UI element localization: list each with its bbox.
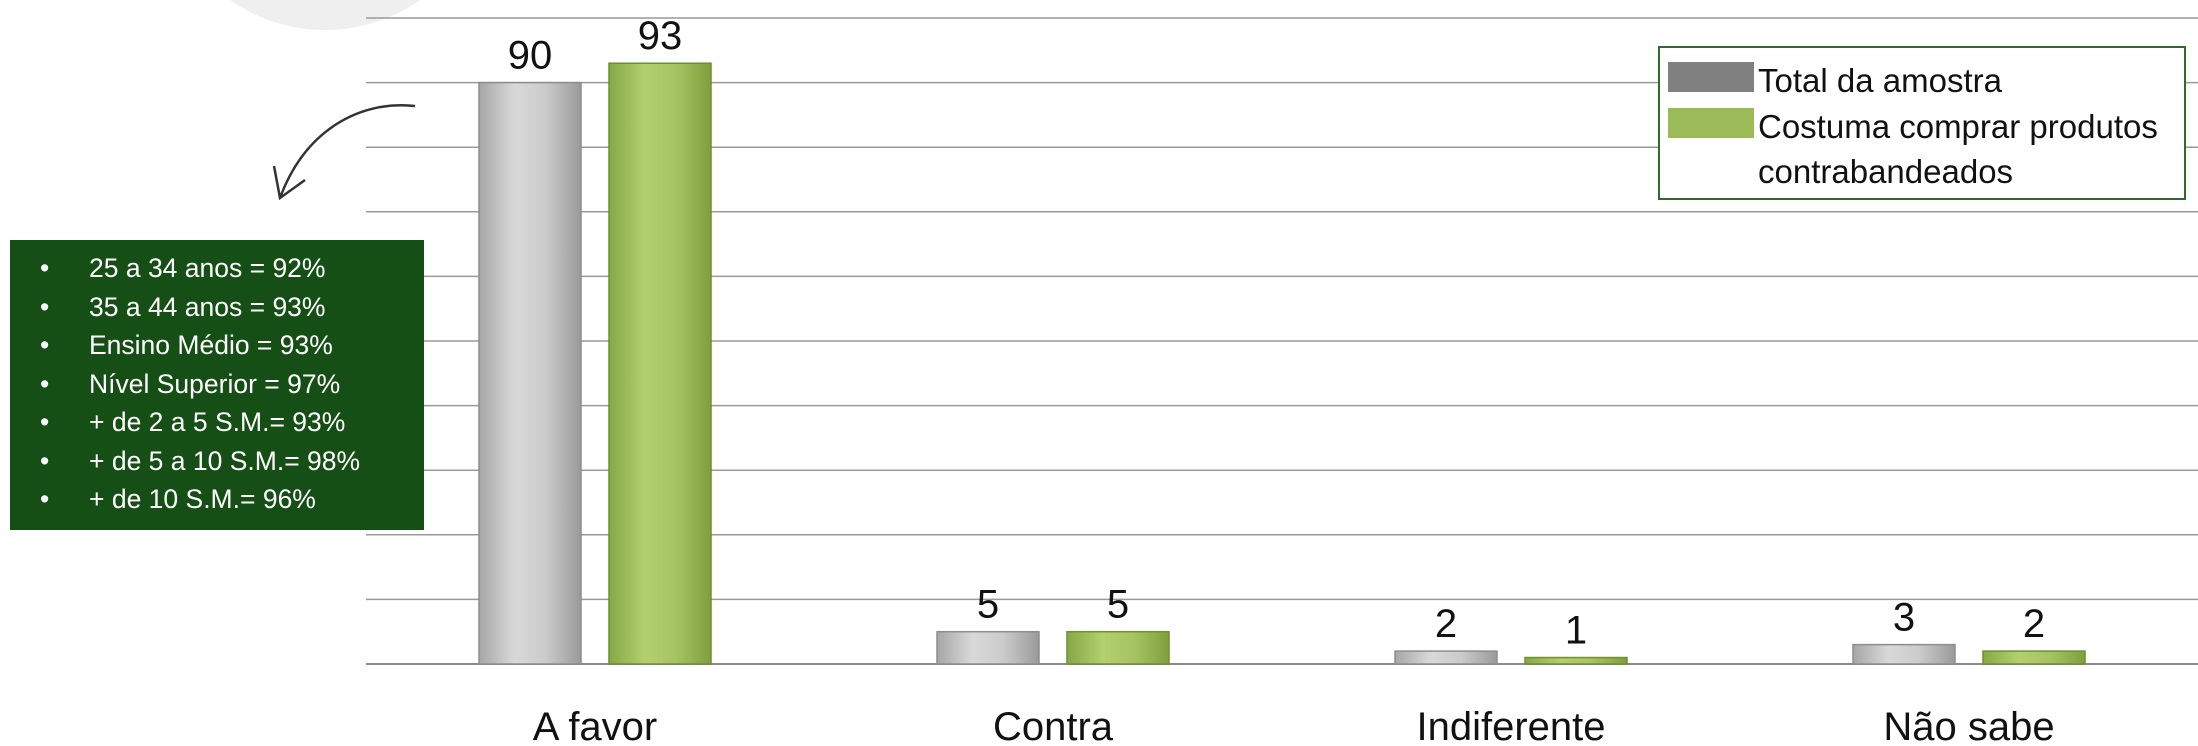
legend-label: Costuma comprar produtos contrabandeados [1758, 108, 2158, 190]
callout-item: • 25 a 34 anos = 92% [10, 249, 424, 288]
value-labels: 90 93 5 5 2 1 3 2 [508, 14, 2045, 652]
legend-item-contraband: Costuma comprar produtos contrabandeados [1668, 104, 2188, 194]
bullet-icon: • [40, 368, 50, 399]
data-label: 3 [1893, 596, 1915, 640]
callout-item: • + de 5 a 10 S.M.= 98% [10, 442, 424, 481]
bar-total [478, 81, 582, 665]
bullet-icon: • [40, 445, 50, 476]
category-label: Contra [993, 705, 1114, 746]
callout-text: + de 10 S.M.= 96% [89, 484, 316, 514]
bar-total [936, 630, 1040, 665]
data-label: 5 [977, 583, 999, 627]
callout-item: • Nível Superior = 97% [10, 365, 424, 404]
bar-contraband [1524, 656, 1628, 665]
bar-contraband [1982, 650, 2086, 665]
data-label: 5 [1107, 583, 1129, 627]
callout-text: + de 2 a 5 S.M.= 93% [89, 407, 346, 437]
legend-label: Total da amostra [1758, 62, 2002, 99]
bars [478, 62, 2086, 665]
callout-item: • + de 2 a 5 S.M.= 93% [10, 403, 424, 442]
callout-list: • 25 a 34 anos = 92% • 35 a 44 anos = 93% … [10, 249, 424, 519]
bullet-icon: • [40, 407, 50, 437]
bar-total [1394, 650, 1498, 665]
bar-contraband [608, 62, 712, 665]
bar-contraband [1066, 630, 1170, 665]
category-label: Indiferente [1416, 705, 1605, 746]
bullet-icon: • [40, 291, 50, 322]
data-label: 90 [508, 34, 553, 78]
data-label: 2 [1435, 602, 1457, 646]
category-label: Não sabe [1883, 705, 2054, 746]
bullet-icon: • [40, 484, 50, 514]
bullet-icon: • [40, 330, 50, 360]
callout-text: Ensino Médio = 93% [89, 330, 333, 360]
callout-item: • Ensino Médio = 93% [10, 326, 424, 365]
callout-text: 35 a 44 anos = 93% [89, 291, 326, 322]
chart-legend: Total da amostra Costuma comprar produto… [1658, 46, 2186, 200]
data-label: 2 [2023, 602, 2045, 646]
callout-item: • 35 a 44 anos = 93% [10, 288, 424, 327]
data-label: 1 [1565, 609, 1587, 653]
legend-item-total: Total da amostra [1668, 58, 2002, 103]
data-label: 93 [638, 14, 683, 58]
category-label: A favor [533, 705, 658, 746]
legend-swatch-green [1668, 108, 1754, 138]
callout-text: Nível Superior = 97% [89, 368, 341, 399]
callout-text: 25 a 34 anos = 92% [89, 253, 326, 283]
demographic-callout: • 25 a 34 anos = 92% • 35 a 44 anos = 93% … [10, 240, 424, 530]
callout-item: • + de 10 S.M.= 96% [10, 480, 424, 519]
callout-text: + de 5 a 10 S.M.= 98% [89, 445, 361, 476]
category-labels: A favor Contra Indiferente Não sabe [533, 705, 2055, 746]
bullet-icon: • [40, 253, 50, 283]
legend-swatch-gray [1668, 62, 1754, 92]
bar-total [1852, 643, 1956, 665]
